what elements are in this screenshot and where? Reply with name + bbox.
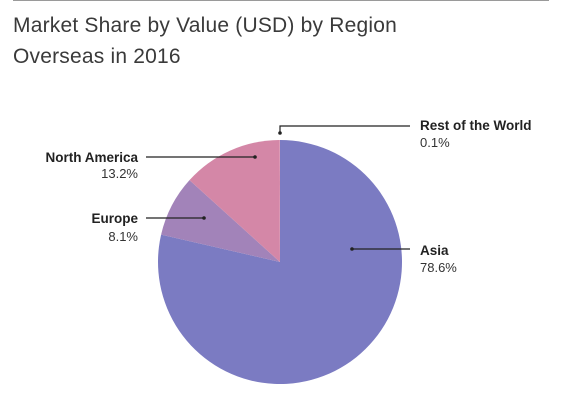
slice-value-rest-of-the-world: 0.1% xyxy=(420,135,450,150)
chart-title: Market Share by Value (USD) by Region xyxy=(13,14,398,37)
slice-value-north-america: 13.2% xyxy=(101,166,138,181)
slice-label-asia: Asia xyxy=(420,243,449,258)
top-divider xyxy=(13,0,549,1)
pie-slice-europe xyxy=(161,180,280,262)
slice-label-europe: Europe xyxy=(91,211,138,226)
chart-title-block: Market Share by Value (USD) by Region Ov… xyxy=(13,10,397,72)
leader-dot-north-america xyxy=(253,155,257,159)
slice-label-north-america: North America xyxy=(45,150,138,165)
leader-dot-rest-of-the-world xyxy=(278,131,282,135)
slice-label-rest-of-the-world: Rest of the World xyxy=(420,118,532,133)
pie-slice-north-america xyxy=(189,140,280,262)
leader-lines xyxy=(146,125,410,251)
leader-dot-asia xyxy=(350,247,354,251)
chart-subtitle: Overseas in 2016 xyxy=(13,45,181,68)
pie-slice-rest-of-the-world xyxy=(279,139,280,262)
pie-slice-asia xyxy=(158,140,403,384)
slice-value-asia: 78.6% xyxy=(420,260,457,275)
leader-line-rest-of-the-world xyxy=(279,125,410,133)
slice-value-europe: 8.1% xyxy=(108,229,138,244)
leader-dot-europe xyxy=(202,216,206,220)
pie-slices xyxy=(158,139,403,384)
